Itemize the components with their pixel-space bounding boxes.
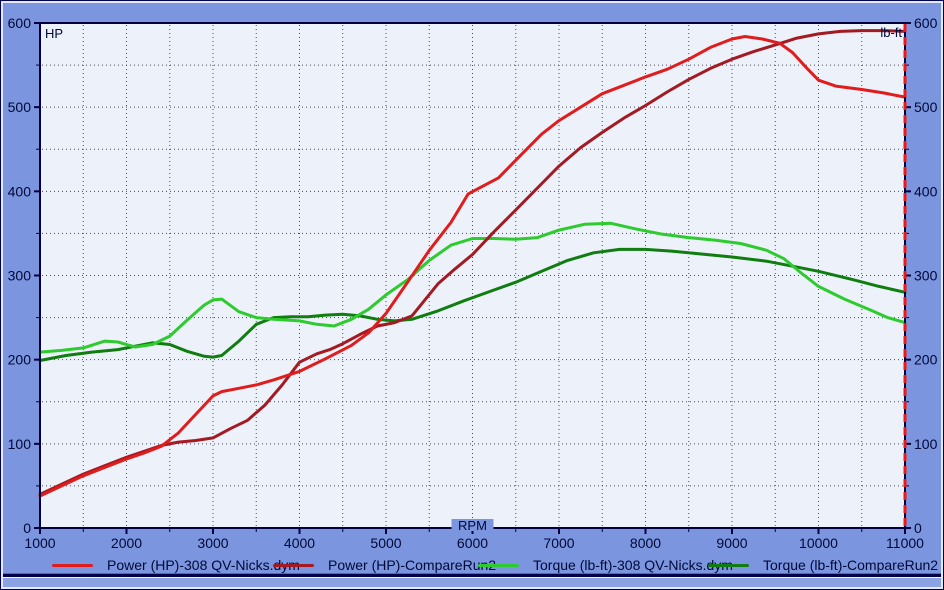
y-tick-label-left: 500 <box>8 99 32 115</box>
legend-item-torque-nicks[interactable]: Torque (lb-ft)-308 QV-Nicks.dym <box>478 556 733 574</box>
plot-area <box>40 23 905 528</box>
legend-swatch-power-comparerun2 <box>273 563 314 567</box>
y-tick-label-left: 200 <box>8 352 32 368</box>
y-tick-label-right: 100 <box>914 436 938 452</box>
y-tick-label-left: 300 <box>8 268 32 284</box>
legend-label-power-nicks: Power (HP)-308 QV-Nicks.dym <box>107 557 300 573</box>
legend-item-torque-comparerun2[interactable]: Torque (lb-ft)-CompareRun2 <box>708 556 938 574</box>
x-axis-label: RPM <box>458 518 487 533</box>
x-tick-label: 10000 <box>799 535 838 551</box>
x-tick-label: 2000 <box>111 535 142 551</box>
x-tick-label: 3000 <box>197 535 228 551</box>
x-axis-label-box <box>451 519 494 531</box>
dyno-chart: 1000 2000 3000 4000 5000 6000 7000 8000 9000 1000… <box>8 15 938 551</box>
y-tick-label-right: 500 <box>914 99 938 115</box>
legend-label-power-comparerun2: Power (HP)-CompareRun2 <box>328 557 497 573</box>
legend-swatch-power-nicks <box>52 563 93 567</box>
x-tick-label: 7000 <box>543 535 574 551</box>
legend-label-torque-comparerun2: Torque (lb-ft)-CompareRun2 <box>763 557 939 573</box>
y-tick-label-left: 600 <box>8 15 32 31</box>
y-tick-label-left: 400 <box>8 183 32 199</box>
x-tick-label: 9000 <box>716 535 747 551</box>
x-tick-label: 11000 <box>886 535 924 551</box>
y-tick-label-right: 400 <box>914 183 938 199</box>
y-tick-label-right: 600 <box>914 15 938 31</box>
y-axis-unit-right: lb-ft <box>880 25 902 40</box>
legend-label-torque-nicks: Torque (lb-ft)-308 QV-Nicks.dym <box>533 557 733 573</box>
legend-item-power-comparerun2[interactable]: Power (HP)-CompareRun2 <box>273 556 496 574</box>
legend-item-power-nicks[interactable]: Power (HP)-308 QV-Nicks.dym <box>52 556 300 574</box>
x-tick-label: 8000 <box>630 535 661 551</box>
series-curve-power-hp-308-qv-nicks-dym <box>38 35 907 498</box>
x-tick-label: 1000 <box>24 535 55 551</box>
x-tick-label: 6000 <box>457 535 488 551</box>
x-tick-label: 5000 <box>370 535 401 551</box>
y-tick-label-right: 200 <box>914 352 938 368</box>
y-tick-label-left: 100 <box>8 436 32 452</box>
legend-swatch-torque-comparerun2 <box>708 563 749 567</box>
x-tick-label: 4000 <box>284 535 315 551</box>
series-curve-torque-lb-ft-comparerun2 <box>38 247 907 362</box>
y-tick-label-left: 0 <box>23 520 31 536</box>
series-curve-power-hp-comparerun2 <box>38 29 907 496</box>
y-tick-label-right: 0 <box>914 520 922 536</box>
series-curve-torque-lb-ft-308-qv-nicks-dym <box>38 221 907 354</box>
legend-swatch-torque-nicks <box>478 563 519 567</box>
chart-legend: Power (HP)-308 QV-Nicks.dym Power (HP)-C… <box>0 556 944 576</box>
bottom-panel-edge <box>1 574 943 589</box>
y-axis-unit-left: HP <box>45 26 63 41</box>
y-tick-label-right: 300 <box>914 268 938 284</box>
